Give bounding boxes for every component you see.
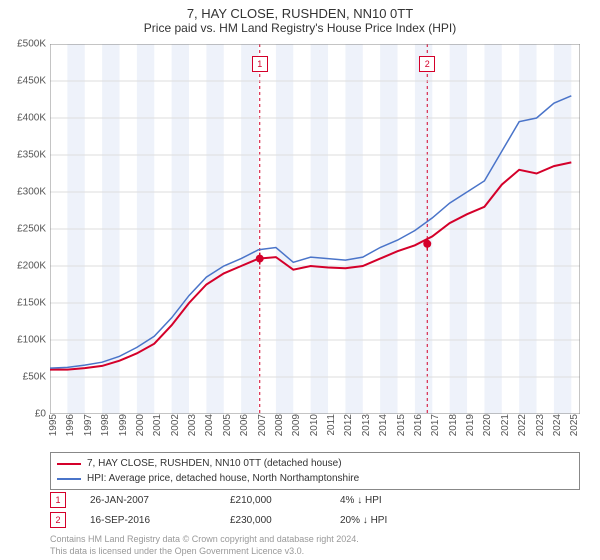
xtick-label: 2012 [343,414,347,436]
ytick-label: £250K [17,224,46,235]
xtick-label: 2023 [535,414,539,436]
legend-item: 7, HAY CLOSE, RUSHDEN, NN10 0TT (detache… [57,456,573,471]
transaction-marker: 1 [50,492,66,508]
ytick-label: £150K [17,298,46,309]
xtick-label: 1995 [48,414,52,436]
xtick-label: 2011 [326,414,330,436]
xtick-label: 2003 [187,414,191,436]
xtick-label: 2007 [257,414,261,436]
xtick-label: 2025 [569,414,573,436]
ytick-label: £200K [17,261,46,272]
table-row: 2 16-SEP-2016 £230,000 20% ↓ HPI [50,510,580,530]
xtick-label: 1999 [118,414,122,436]
page-subtitle: Price paid vs. HM Land Registry's House … [0,21,600,39]
transaction-diff: 20% ↓ HPI [340,515,480,526]
xtick-label: 2022 [517,414,521,436]
xtick-label: 2024 [552,414,556,436]
legend-item: HPI: Average price, detached house, Nort… [57,471,573,486]
footer-line: Contains HM Land Registry data © Crown c… [50,534,359,546]
xtick-label: 2015 [396,414,400,436]
xtick-label: 2004 [204,414,208,436]
chart-marker-badge: 1 [252,56,268,72]
transaction-price: £230,000 [230,515,340,526]
chart-marker-badge: 2 [419,56,435,72]
xtick-label: 2002 [170,414,174,436]
transaction-date: 26-JAN-2007 [90,495,230,506]
xtick-label: 2001 [152,414,156,436]
ytick-label: £400K [17,113,46,124]
xtick-label: 1996 [65,414,69,436]
xtick-label: 2013 [361,414,365,436]
transaction-diff: 4% ↓ HPI [340,495,480,506]
page-title: 7, HAY CLOSE, RUSHDEN, NN10 0TT [0,0,600,21]
transaction-date: 16-SEP-2016 [90,515,230,526]
ytick-label: £350K [17,150,46,161]
footer: Contains HM Land Registry data © Crown c… [50,534,359,557]
xtick-label: 2006 [239,414,243,436]
xtick-label: 2000 [135,414,139,436]
xtick-label: 2016 [413,414,417,436]
transactions-table: 1 26-JAN-2007 £210,000 4% ↓ HPI 2 16-SEP… [50,490,580,530]
xtick-label: 2017 [430,414,434,436]
ytick-label: £0 [35,409,46,420]
chart: £0£50K£100K£150K£200K£250K£300K£350K£400… [50,44,580,414]
table-row: 1 26-JAN-2007 £210,000 4% ↓ HPI [50,490,580,510]
xtick-label: 2008 [274,414,278,436]
legend: 7, HAY CLOSE, RUSHDEN, NN10 0TT (detache… [50,452,580,490]
legend-label: HPI: Average price, detached house, Nort… [87,471,359,486]
xtick-label: 2005 [222,414,226,436]
xtick-label: 2010 [309,414,313,436]
legend-swatch [57,463,81,465]
xtick-label: 2018 [448,414,452,436]
xtick-label: 2014 [378,414,382,436]
xtick-label: 1998 [100,414,104,436]
legend-label: 7, HAY CLOSE, RUSHDEN, NN10 0TT (detache… [87,456,342,471]
ytick-label: £450K [17,76,46,87]
footer-line: This data is licensed under the Open Gov… [50,546,359,558]
xtick-label: 2009 [291,414,295,436]
ytick-label: £500K [17,39,46,50]
ytick-label: £300K [17,187,46,198]
chart-svg [50,44,580,414]
xtick-label: 1997 [83,414,87,436]
transaction-marker: 2 [50,512,66,528]
transaction-price: £210,000 [230,495,340,506]
ytick-label: £100K [17,335,46,346]
xtick-label: 2021 [500,414,504,436]
ytick-label: £50K [23,372,46,383]
xtick-label: 2020 [482,414,486,436]
xtick-label: 2019 [465,414,469,436]
legend-swatch [57,478,81,480]
